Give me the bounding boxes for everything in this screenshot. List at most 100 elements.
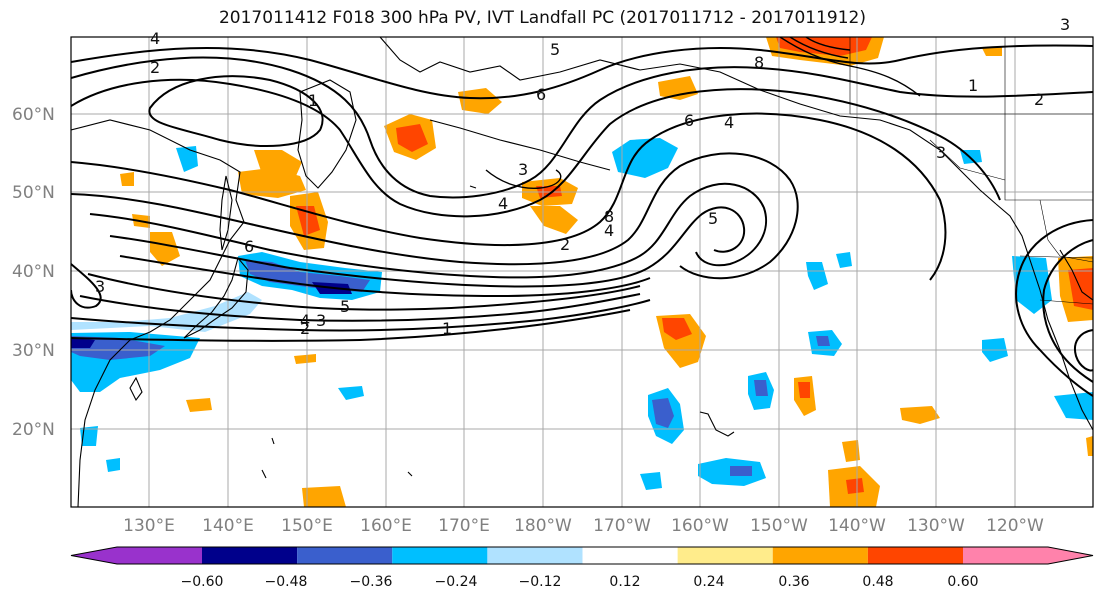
negative-anomaly-patch bbox=[652, 398, 674, 428]
contour-label: 3 bbox=[936, 143, 946, 162]
pv-contour bbox=[79, 293, 641, 322]
positive-anomaly-patch bbox=[294, 354, 316, 364]
pv-contour bbox=[71, 44, 1093, 100]
lon-label: 160°W bbox=[671, 516, 729, 536]
colorbar-tick: −0.60 bbox=[181, 574, 224, 590]
positive-anomaly-patch bbox=[458, 88, 502, 114]
pv-contour bbox=[1042, 239, 1093, 383]
positive-anomaly-patch bbox=[842, 440, 860, 462]
pv-contour bbox=[1074, 329, 1093, 372]
positive-anomaly-patch bbox=[302, 486, 346, 507]
negative-anomaly-patch bbox=[80, 426, 98, 446]
positive-anomaly-patch bbox=[530, 206, 578, 234]
colorbar-segment bbox=[677, 547, 773, 564]
lon-label: 150°W bbox=[750, 516, 808, 536]
negative-anomaly-patch bbox=[806, 262, 828, 290]
contour-label: 5 bbox=[550, 40, 560, 59]
pv-contour bbox=[89, 182, 768, 279]
colorbar-segment bbox=[392, 547, 488, 564]
lon-label: 130°W bbox=[907, 516, 965, 536]
colorbar-extend-max bbox=[963, 547, 1093, 564]
alaska-coastline bbox=[379, 37, 997, 205]
pv-contour bbox=[71, 152, 799, 280]
contour-label: 3 bbox=[95, 277, 105, 296]
contour-label: 2 bbox=[560, 235, 570, 254]
contour-label: 2 bbox=[1034, 90, 1044, 109]
hawaii-coastline bbox=[699, 411, 735, 437]
japan-coastline bbox=[183, 256, 249, 339]
lat-label: 40°N bbox=[12, 262, 55, 282]
contour-label: 1 bbox=[968, 76, 978, 95]
positive-anomaly-patch bbox=[396, 124, 428, 152]
positive-anomaly-patch bbox=[798, 382, 810, 398]
colorbar-tick: −0.24 bbox=[435, 574, 478, 590]
pv-contours bbox=[71, 44, 1093, 397]
contour-label: 8 bbox=[754, 53, 764, 72]
lon-label: 130°E bbox=[123, 516, 175, 536]
lon-label: 150°E bbox=[281, 516, 333, 536]
graticule bbox=[71, 37, 1093, 507]
negative-anomaly-patch bbox=[71, 336, 165, 360]
contour-label: 3 bbox=[316, 311, 326, 330]
colorbar-extend-min bbox=[71, 547, 202, 564]
colorbar-tick-labels: −0.60 −0.48 −0.36 −0.24 −0.12 0.12 0.24 … bbox=[181, 574, 979, 590]
gulf-coastline bbox=[1059, 249, 1093, 301]
pv-contour bbox=[119, 255, 651, 298]
colorbar-tick: 0.36 bbox=[778, 574, 809, 590]
coastlines bbox=[71, 37, 1093, 507]
colorbar-tick: −0.48 bbox=[265, 574, 308, 590]
lon-label: 180°W bbox=[514, 516, 572, 536]
pv-contour bbox=[87, 273, 641, 311]
colorbar-segment bbox=[582, 547, 678, 564]
lon-label: 140°W bbox=[828, 516, 886, 536]
asia-coastline bbox=[71, 119, 245, 507]
contour-label: 2 bbox=[150, 58, 160, 77]
colorbar-tick: 0.60 bbox=[947, 574, 978, 590]
colorbar-tick: 0.48 bbox=[862, 574, 893, 590]
pv-contour bbox=[109, 206, 746, 288]
taiwan-coastline bbox=[129, 376, 143, 402]
lon-label: 160°E bbox=[360, 516, 412, 536]
contour-label: 6 bbox=[536, 85, 546, 104]
colorbar-outline bbox=[70, 546, 1094, 565]
contour-label: 2 bbox=[300, 319, 310, 338]
negative-anomaly-patch bbox=[730, 466, 752, 476]
colorbar-segment bbox=[772, 547, 868, 564]
colorbar-segment bbox=[867, 547, 963, 564]
pv-contour bbox=[71, 299, 651, 332]
positive-anomaly-patch bbox=[662, 318, 692, 340]
contour-label: 4 bbox=[150, 29, 160, 48]
positive-anomaly-patch bbox=[846, 478, 864, 494]
contour-label: 3 bbox=[518, 160, 528, 179]
contour-label: 1 bbox=[442, 319, 452, 338]
colorbar-segment bbox=[487, 547, 583, 564]
negative-anomaly-patch bbox=[754, 380, 768, 396]
colorbar-segment bbox=[297, 547, 393, 564]
sakhalin-coastline bbox=[219, 175, 233, 251]
contour-label: 1 bbox=[308, 91, 318, 110]
positive-anomaly-patch bbox=[900, 406, 940, 424]
contour-label: 6 bbox=[244, 237, 254, 256]
contour-label: 6 bbox=[684, 111, 694, 130]
colorbar-tick: −0.12 bbox=[519, 574, 562, 590]
contour-label: 4 bbox=[604, 221, 614, 240]
longitude-labels: 130°E 140°E 150°E 160°E 170°E 180°W 170°… bbox=[123, 516, 1044, 536]
contour-label: 5 bbox=[708, 209, 718, 228]
colorbar-tick: −0.36 bbox=[350, 574, 393, 590]
positive-anomaly-patch bbox=[150, 232, 180, 266]
negative-anomaly-patch bbox=[836, 252, 852, 268]
contour-label: 5 bbox=[340, 297, 350, 316]
pv-contour bbox=[71, 78, 1001, 218]
positive-anomaly-patch bbox=[1086, 436, 1093, 456]
positive-anomaly-patch bbox=[186, 398, 212, 412]
colorbar-tick: 0.24 bbox=[693, 574, 724, 590]
negative-anomaly-patch bbox=[640, 472, 662, 490]
latitude-labels: 60°N 50°N 40°N 30°N 20°N bbox=[12, 105, 55, 440]
positive-anomaly-patch bbox=[120, 172, 134, 186]
island-coastline bbox=[261, 185, 477, 479]
aleutian-coastline bbox=[429, 119, 611, 171]
lat-label: 50°N bbox=[12, 183, 55, 203]
lat-label: 20°N bbox=[12, 420, 55, 440]
pv-contours-thin bbox=[485, 37, 921, 189]
contour-labels: 4 2 1 6 3 5 8 4 1 2 6 3 4 2 5 8 3 4 5 2 … bbox=[95, 15, 1070, 338]
